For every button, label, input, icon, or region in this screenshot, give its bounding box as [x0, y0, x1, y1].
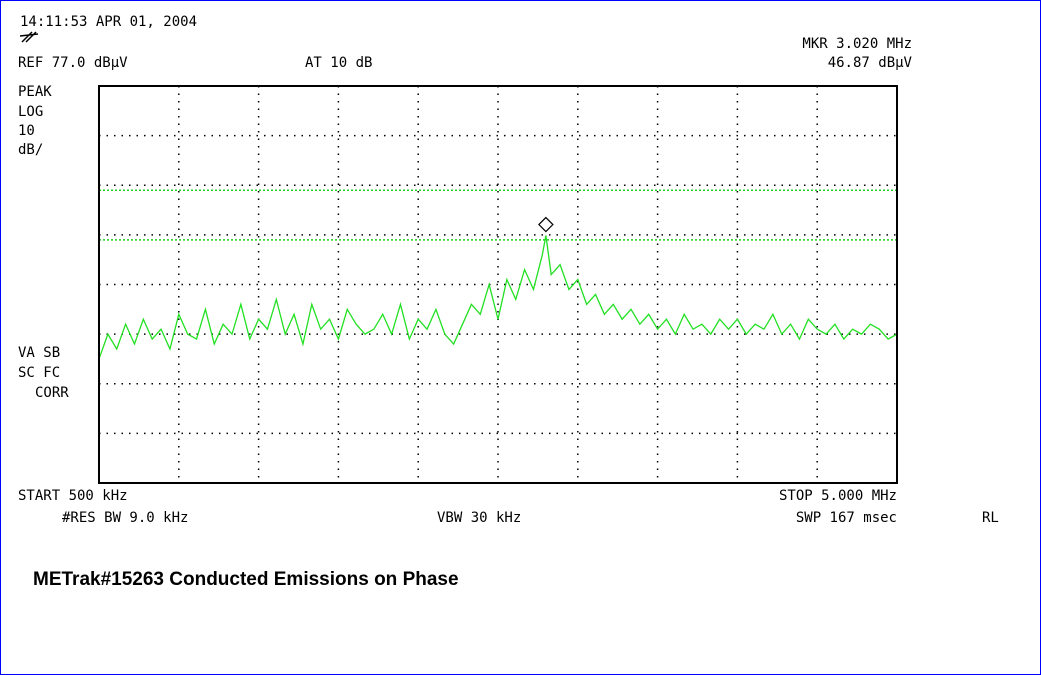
rl-indicator: RL: [982, 510, 999, 526]
left-label: LOG: [18, 104, 43, 120]
left-label: dB/: [18, 142, 43, 158]
hp-logo: [19, 31, 39, 43]
left-label: 10: [18, 123, 35, 139]
attenuation: AT 10 dB: [305, 55, 372, 71]
ref-level: REF 77.0 dBµV: [18, 55, 128, 71]
status-label: SC FC: [18, 365, 60, 381]
start-frequency: START 500 kHz: [18, 488, 128, 504]
status-label: CORR: [35, 385, 69, 401]
sweep-time: SWP 167 msec: [796, 510, 897, 526]
resolution-bandwidth: #RES BW 9.0 kHz: [62, 510, 188, 526]
stop-frequency: STOP 5.000 MHz: [779, 488, 897, 504]
video-bandwidth: VBW 30 kHz: [437, 510, 521, 526]
left-label: PEAK: [18, 84, 52, 100]
plot-border: [98, 85, 898, 484]
trace: [98, 235, 898, 360]
status-label: VA SB: [18, 345, 60, 361]
marker: [538, 216, 554, 233]
marker-level: 46.87 dBµV: [828, 55, 913, 71]
chart-title: METrak#15263 Conducted Emissions on Phas…: [33, 569, 459, 590]
marker-frequency: MKR 3.020 MHz: [802, 36, 912, 52]
timestamp: 14:11:53 APR 01, 2004: [20, 14, 197, 30]
